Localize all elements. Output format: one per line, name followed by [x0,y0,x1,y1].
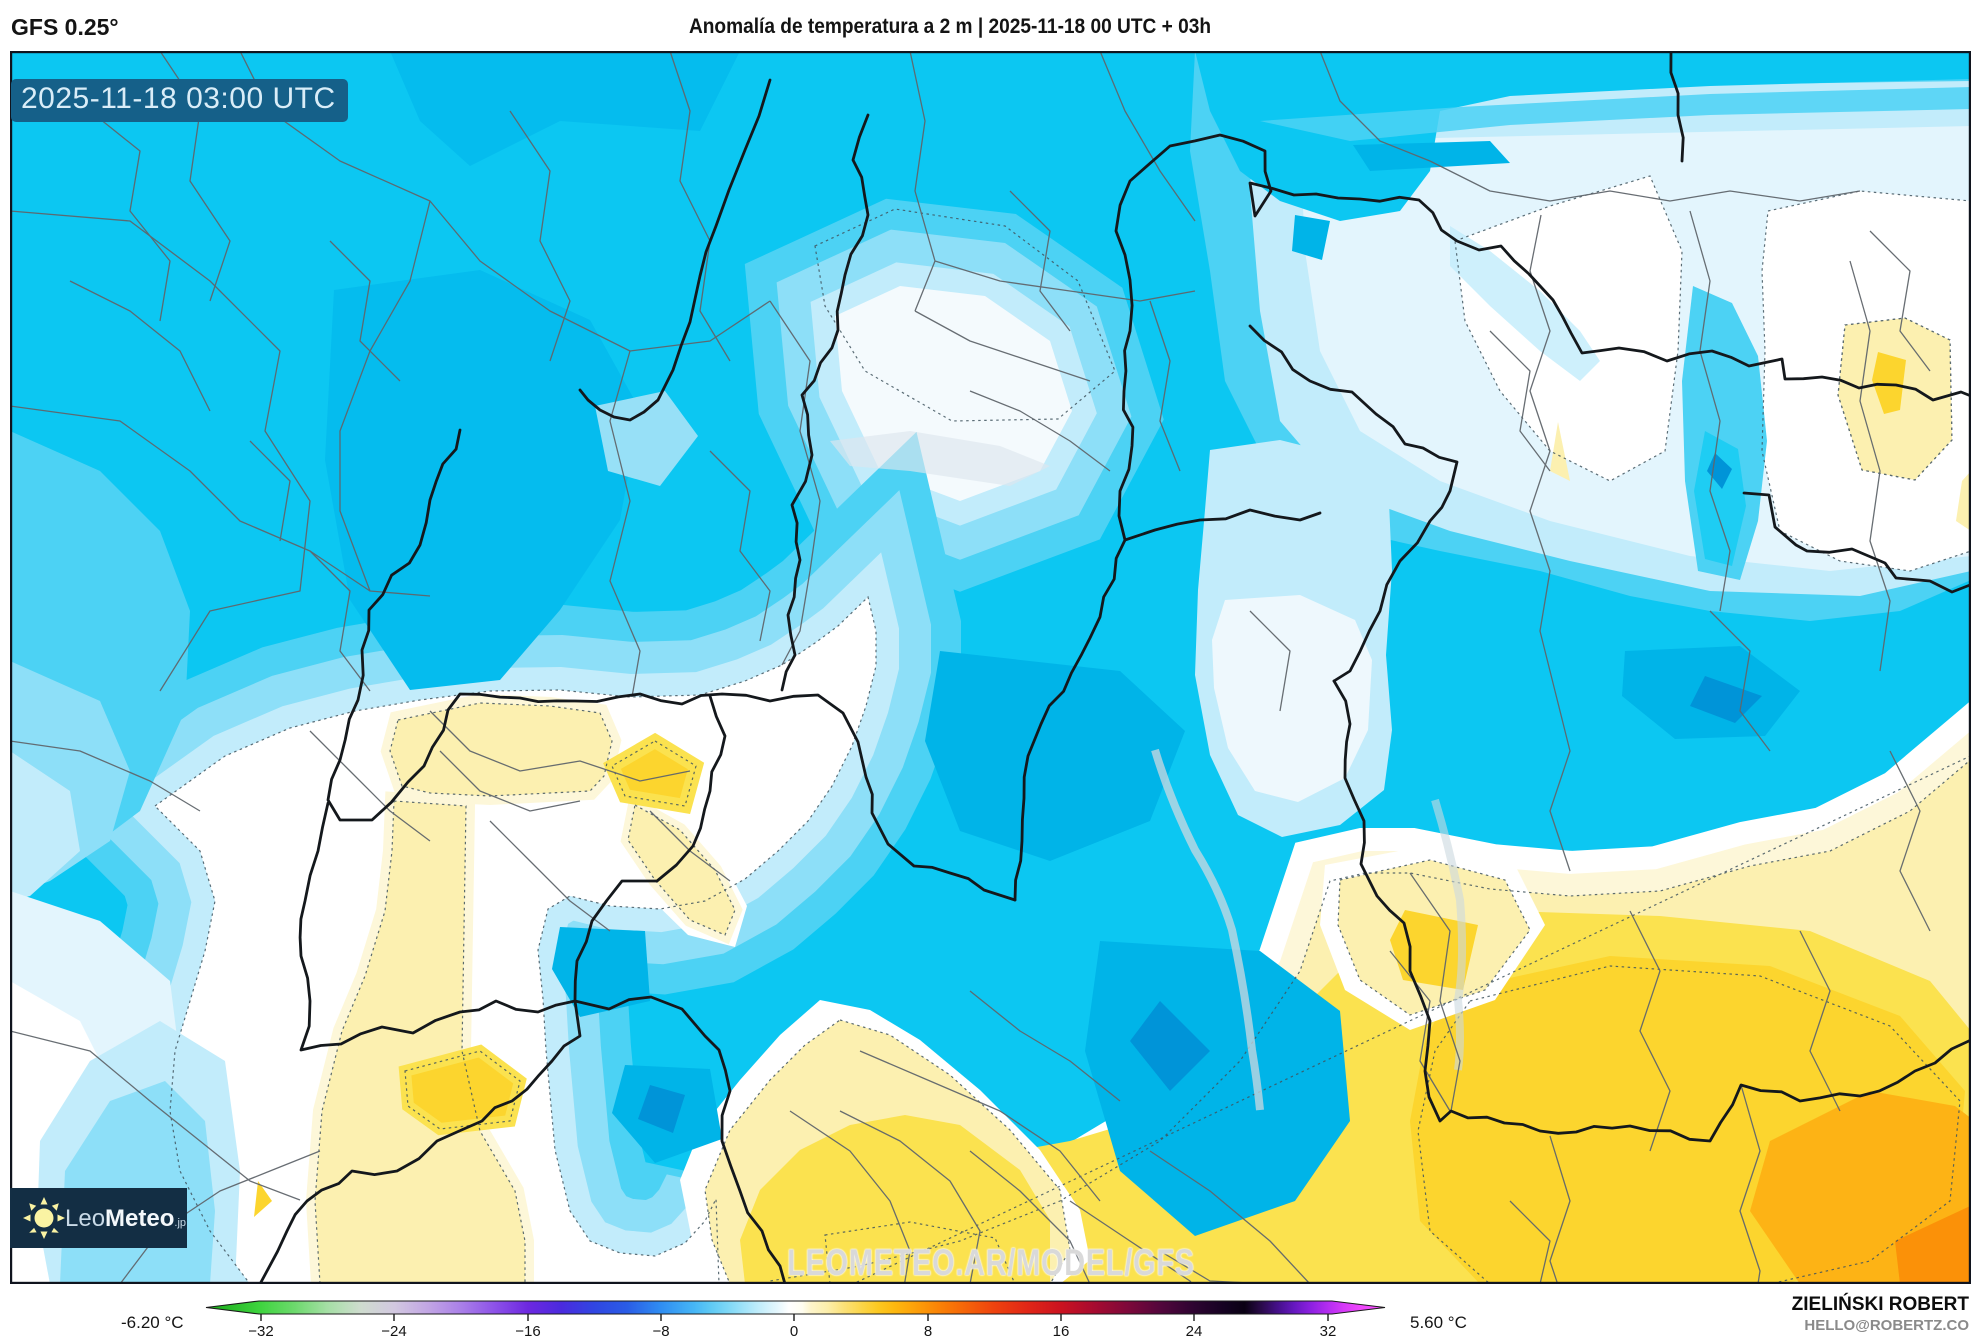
svg-text:LeoMeteo.jp: LeoMeteo.jp [65,1205,186,1232]
